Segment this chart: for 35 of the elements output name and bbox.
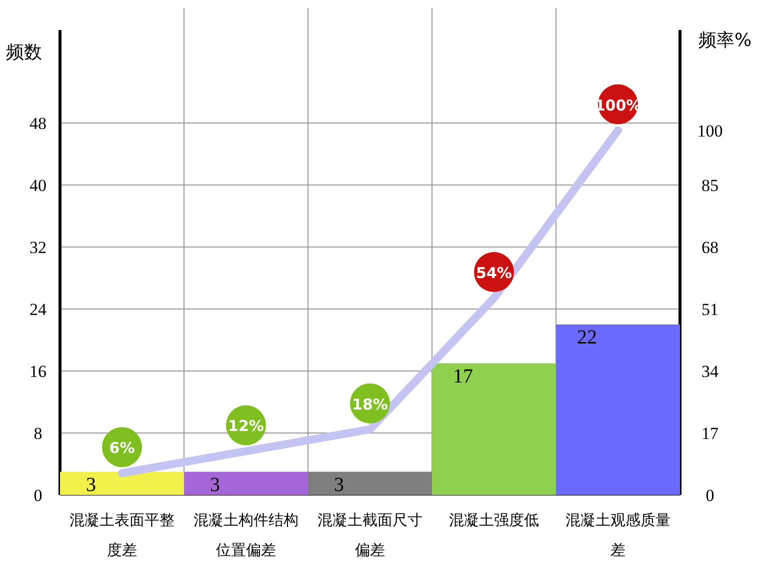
- data-label: 3: [210, 474, 220, 496]
- y-tick-label: 16: [30, 362, 46, 381]
- y2-axis-title: 频率%: [698, 30, 752, 51]
- y2-tick-label: 17: [702, 424, 719, 443]
- y-tick-label: 24: [30, 300, 47, 319]
- x-tick-label: 混凝土构件结构位置偏差: [194, 511, 298, 559]
- data-label: 22: [577, 326, 597, 348]
- x-tick-label: 混凝土观感质量差: [566, 511, 670, 559]
- y2-tick-label: 68: [702, 238, 718, 257]
- data-label: 18%: [352, 395, 388, 414]
- data-label: 3: [86, 474, 96, 496]
- data-label: 17: [453, 365, 473, 388]
- bar: [556, 324, 680, 495]
- bar: [184, 472, 308, 495]
- y2-tick-label: 85: [702, 176, 718, 195]
- y2-tick-label: 51: [702, 300, 718, 319]
- data-label: 12%: [228, 417, 264, 436]
- y-tick-label: 48: [30, 114, 46, 133]
- bar: [432, 363, 556, 495]
- y2-tick-label: 100: [697, 121, 723, 140]
- y-tick-label: 8: [34, 424, 42, 443]
- data-label: 54%: [476, 264, 512, 282]
- y2-tick-label: 34: [702, 362, 719, 381]
- x-tick-label: 混凝土强度低: [449, 511, 539, 529]
- x-tick-label: 混凝土截面尺寸偏差: [318, 511, 422, 559]
- data-label: 3: [334, 474, 344, 496]
- y2-tick-label: 0: [706, 486, 714, 505]
- bar: [308, 472, 432, 495]
- y-axis-title: 频数: [6, 42, 42, 63]
- y-tick-label: 32: [30, 238, 46, 257]
- bar: [60, 472, 184, 495]
- x-tick-label: 混凝土表面平整度差: [70, 511, 174, 559]
- data-label: 6%: [109, 439, 135, 458]
- y-tick-label: 40: [30, 176, 46, 195]
- y-tick-label: 0: [34, 486, 42, 505]
